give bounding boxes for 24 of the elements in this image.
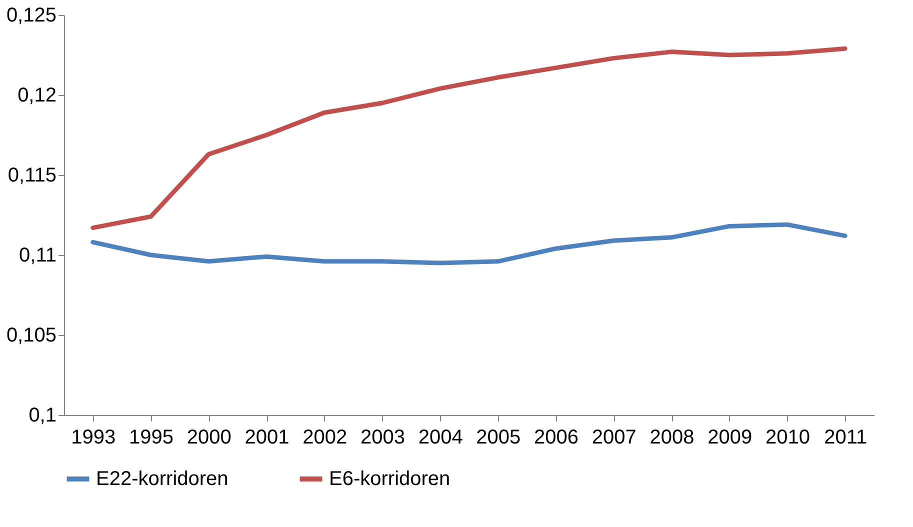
x-tick-label: 2008	[650, 426, 694, 448]
y-tick-label: 0,11	[19, 244, 56, 266]
x-tick-label: 2004	[418, 426, 463, 448]
line-series	[90, 46, 848, 230]
x-tick-label: 2007	[592, 426, 636, 448]
x-tick-label: 2003	[360, 426, 405, 448]
x-tick-label: 2005	[476, 426, 521, 448]
x-tick-label: 2000	[186, 426, 232, 448]
y-tick-label: 0,12	[18, 84, 56, 106]
x-tick-label: 2001	[244, 426, 290, 448]
line-series	[90, 222, 848, 266]
x-tick-label: 2009	[708, 426, 752, 448]
legend-label: E6-korridoren	[329, 468, 450, 490]
x-tick-label: 2011	[824, 426, 868, 448]
x-tick-label: 1993	[71, 426, 116, 448]
legend-label: E22-korridoren	[96, 468, 228, 490]
y-tick-label: 0,125	[6, 4, 56, 26]
y-tick-label: 0,105	[6, 324, 56, 346]
x-tick-label: 1995	[129, 426, 174, 448]
x-tick-label: 2010	[765, 426, 810, 448]
y-tick-label: 0,1	[28, 404, 56, 426]
x-tick-label: 2006	[534, 426, 579, 448]
y-tick-label: 0,115	[8, 164, 56, 186]
x-tick-label: 2002	[302, 426, 348, 448]
